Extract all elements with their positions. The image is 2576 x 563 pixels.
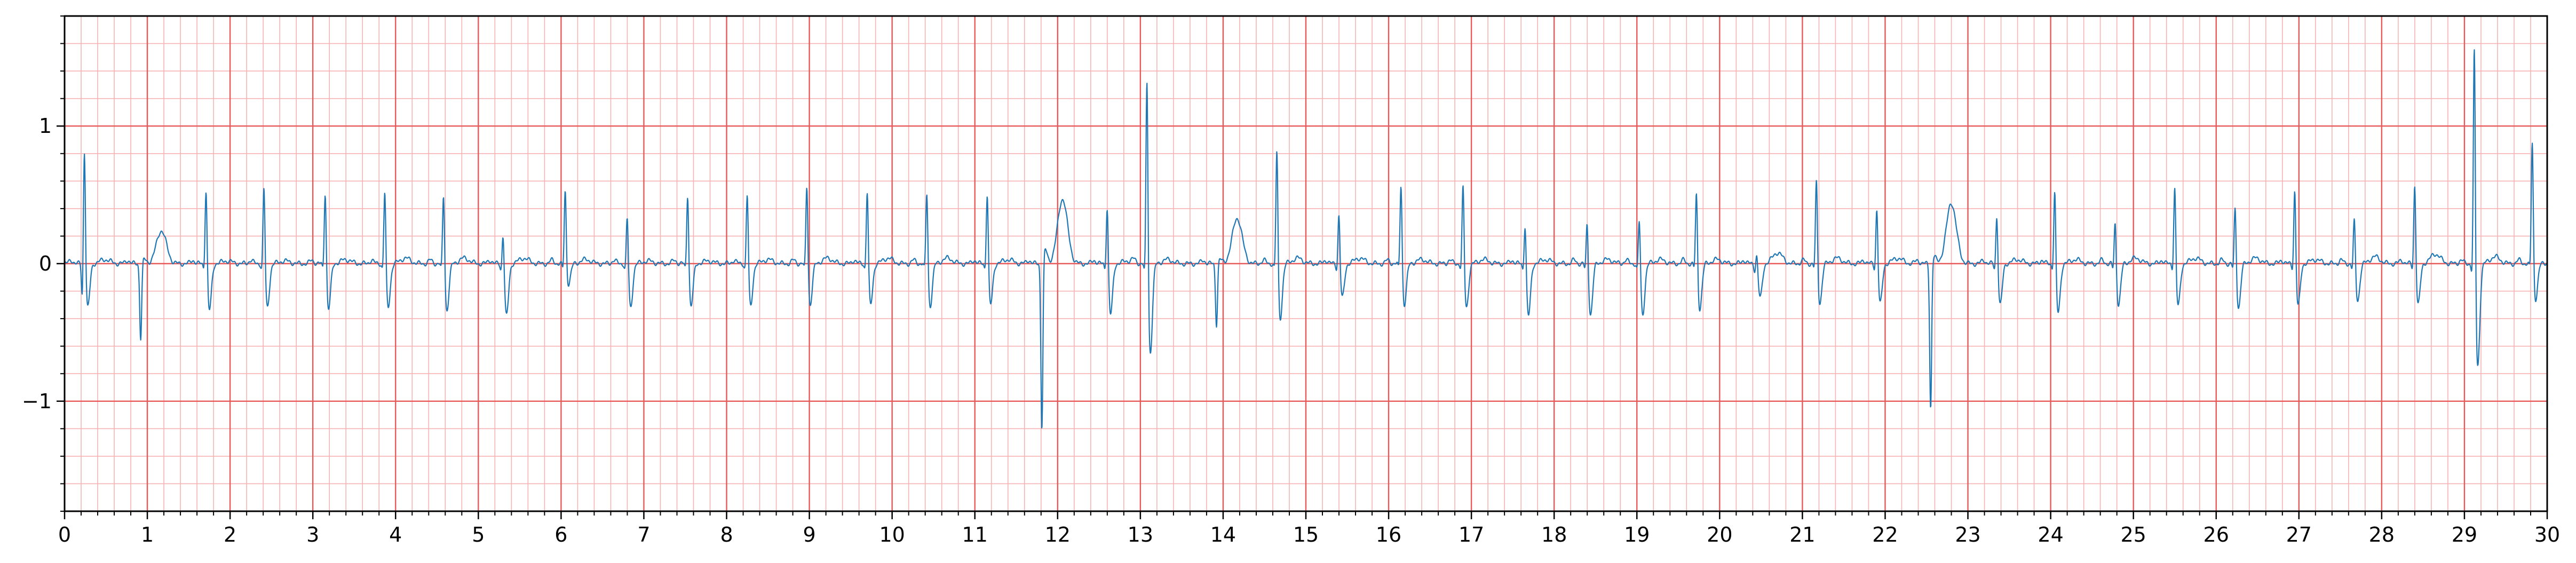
x-tick-label: 30 — [2534, 523, 2560, 546]
ecg-trace-line — [64, 49, 2548, 429]
x-tick-label: 14 — [1210, 523, 1236, 546]
x-tick-label: 28 — [2369, 523, 2395, 546]
x-tick-label: 29 — [2452, 523, 2477, 546]
x-tick-label: 10 — [879, 523, 905, 546]
x-tick-label: 3 — [306, 523, 319, 546]
x-tick-label: 17 — [1459, 523, 1484, 546]
x-tick-label: 23 — [1955, 523, 1980, 546]
y-axis: 1 0 −1 — [22, 15, 65, 512]
x-tick-label: 15 — [1293, 523, 1319, 546]
x-tick-label: 11 — [962, 523, 988, 546]
x-tick-label: 13 — [1128, 523, 1153, 546]
ecg-trace-layer — [64, 49, 2548, 429]
x-tick-label: 19 — [1624, 523, 1650, 546]
x-tick-label: 5 — [472, 523, 485, 546]
x-tick-label: 25 — [2120, 523, 2146, 546]
x-tick-label: 0 — [58, 523, 71, 546]
x-tick-label: 24 — [2038, 523, 2063, 546]
x-tick-label: 22 — [1872, 523, 1898, 546]
y-tick-label: 1 — [39, 114, 52, 138]
x-tick-label: 18 — [1541, 523, 1567, 546]
x-tick-label: 26 — [2204, 523, 2229, 546]
x-tick-label: 4 — [389, 523, 402, 546]
x-tick-label: 12 — [1045, 523, 1071, 546]
x-tick-label: 6 — [554, 523, 567, 546]
x-tick-label: 20 — [1707, 523, 1732, 546]
x-tick-label: 9 — [803, 523, 816, 546]
y-tick-label: 0 — [39, 252, 52, 275]
y-tick-label: −1 — [22, 390, 52, 413]
x-axis: 0 1 2 3 4 5 6 7 8 9 10 11 12 13 14 15 16 17 18 19 20 21 22 23 24… — [58, 511, 2560, 546]
x-tick-label: 1 — [141, 523, 154, 546]
x-tick-label: 16 — [1376, 523, 1401, 546]
x-tick-label: 21 — [1789, 523, 1815, 546]
x-tick-label: 27 — [2286, 523, 2312, 546]
x-tick-label: 2 — [224, 523, 236, 546]
x-tick-label: 8 — [720, 523, 733, 546]
x-tick-label: 7 — [637, 523, 650, 546]
